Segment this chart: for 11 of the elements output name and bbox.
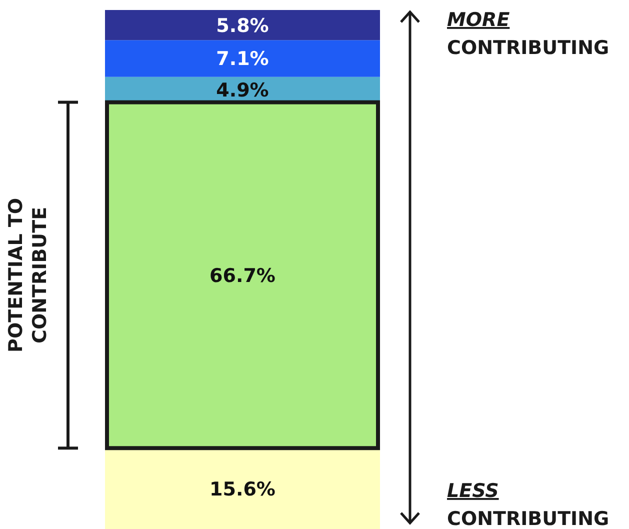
text: POTENTIAL TO CONTRIBUTE: [5, 198, 51, 352]
data-label: 4.9%: [216, 79, 269, 102]
data-label: 7.1%: [216, 48, 269, 70]
data-label: 66.7%: [210, 264, 276, 287]
bar: [105, 448, 380, 529]
data-label: 5.8%: [216, 14, 269, 37]
text: MORE CONTRIBUTING: [447, 9, 610, 59]
bar: [105, 40, 380, 77]
data-label: 15.6%: [210, 478, 276, 500]
bar: [105, 10, 380, 40]
text: LESS CONTRIBUTING: [447, 480, 610, 529]
